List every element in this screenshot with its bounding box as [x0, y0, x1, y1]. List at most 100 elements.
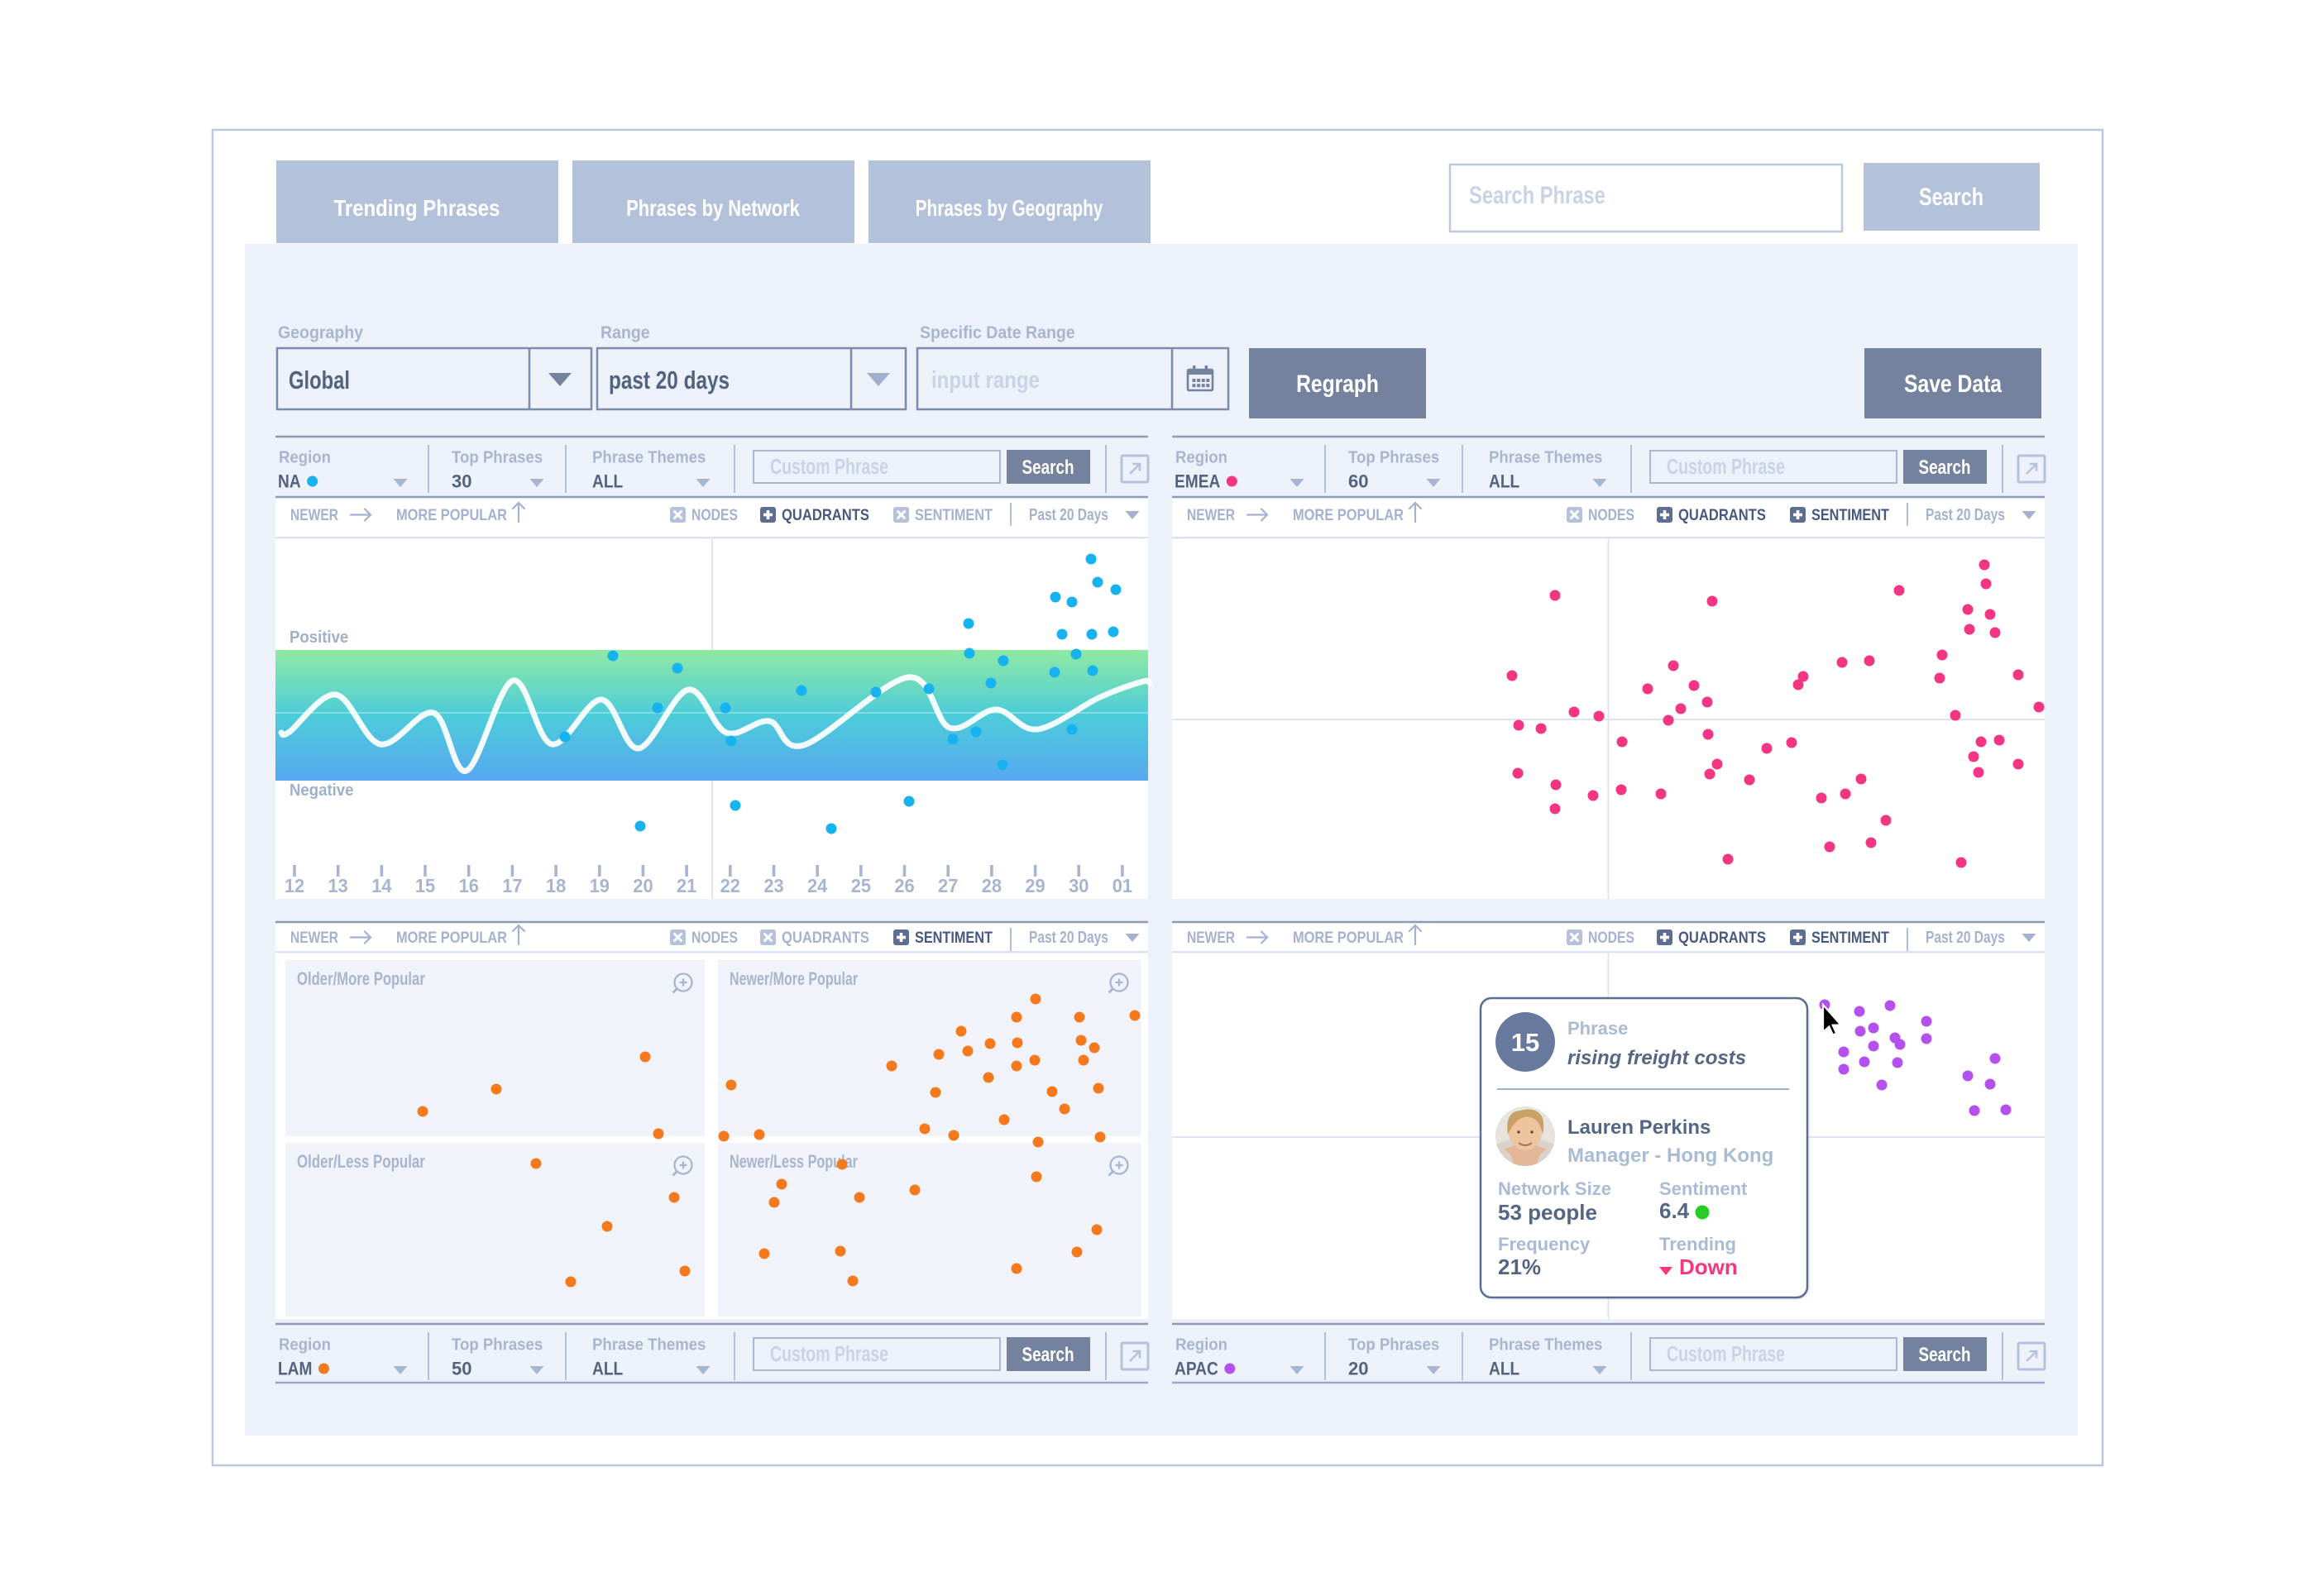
svg-text:Newer/More Popular: Newer/More Popular [730, 970, 858, 990]
svg-text:SENTIMENT: SENTIMENT [915, 506, 993, 523]
svg-text:50: 50 [452, 1359, 471, 1379]
svg-text:SENTIMENT: SENTIMENT [1811, 929, 1889, 946]
svg-text:17: 17 [502, 875, 522, 896]
svg-text:13: 13 [328, 875, 348, 896]
svg-text:QUADRANTS: QUADRANTS [1678, 929, 1766, 946]
svg-text:Trending: Trending [1659, 1234, 1736, 1254]
svg-text:26: 26 [894, 875, 914, 896]
svg-text:input range: input range [931, 366, 1040, 394]
svg-text:Older/More Popular: Older/More Popular [297, 969, 425, 990]
svg-text:Positive: Positive [290, 628, 349, 647]
svg-text:MORE POPULAR: MORE POPULAR [396, 929, 507, 946]
svg-text:6.4: 6.4 [1659, 1198, 1690, 1223]
svg-text:QUADRANTS: QUADRANTS [1678, 506, 1766, 523]
svg-text:28: 28 [982, 875, 1002, 896]
svg-text:Phrases by Geography: Phrases by Geography [916, 196, 1103, 222]
svg-text:NEWER: NEWER [290, 506, 338, 524]
svg-text:rising freight costs: rising freight costs [1567, 1047, 1746, 1069]
svg-text:Phrases by Network: Phrases by Network [626, 196, 800, 222]
svg-text:QUADRANTS: QUADRANTS [782, 929, 869, 946]
svg-text:Past 20 Days: Past 20 Days [1029, 505, 1108, 523]
svg-text:Search: Search [1919, 183, 1983, 210]
svg-text:Past 20 Days: Past 20 Days [1926, 928, 2005, 946]
svg-text:LAM: LAM [278, 1359, 312, 1379]
svg-text:Search Phrase: Search Phrase [1469, 181, 1605, 208]
svg-text:16: 16 [459, 875, 479, 896]
svg-text:Geography: Geography [278, 323, 364, 342]
svg-text:Network Size: Network Size [1498, 1178, 1611, 1199]
svg-text:Search: Search [1919, 456, 1971, 479]
svg-text:Newer/Less Popular: Newer/Less Popular [730, 1153, 858, 1173]
svg-text:30: 30 [1069, 875, 1089, 896]
svg-text:Top Phrases: Top Phrases [452, 449, 543, 467]
svg-text:Phrase Themes: Phrase Themes [1489, 449, 1602, 467]
svg-text:EMEA: EMEA [1175, 471, 1220, 492]
svg-text:NEWER: NEWER [290, 929, 338, 947]
svg-text:Sentiment: Sentiment [1659, 1178, 1748, 1199]
svg-text:MORE POPULAR: MORE POPULAR [1293, 506, 1404, 523]
svg-text:past 20 days: past 20 days [609, 366, 730, 394]
svg-text:Region: Region [279, 449, 331, 467]
svg-text:Save Data: Save Data [1904, 370, 2003, 398]
svg-text:Manager - Hong Kong: Manager - Hong Kong [1567, 1144, 1773, 1167]
svg-text:21: 21 [677, 875, 696, 896]
svg-text:Top Phrases: Top Phrases [452, 1336, 543, 1355]
svg-text:Top Phrases: Top Phrases [1348, 1336, 1439, 1355]
svg-text:Past 20 Days: Past 20 Days [1926, 505, 2005, 523]
svg-text:NODES: NODES [691, 929, 738, 947]
svg-text:30: 30 [452, 471, 471, 492]
svg-text:15: 15 [1511, 1028, 1539, 1057]
svg-text:20: 20 [633, 875, 653, 896]
svg-text:NODES: NODES [1588, 506, 1634, 524]
svg-text:NODES: NODES [1588, 929, 1634, 947]
svg-text:ALL: ALL [1489, 471, 1519, 492]
svg-text:23: 23 [763, 875, 783, 896]
svg-text:Region: Region [1175, 449, 1227, 467]
svg-text:22: 22 [720, 875, 740, 896]
svg-text:SENTIMENT: SENTIMENT [915, 929, 993, 946]
svg-text:APAC: APAC [1175, 1359, 1218, 1379]
svg-text:Custom Phrase: Custom Phrase [1667, 1341, 1785, 1365]
svg-text:ALL: ALL [592, 1359, 623, 1379]
svg-text:21%: 21% [1498, 1254, 1541, 1279]
svg-text:Custom Phrase: Custom Phrase [1667, 454, 1785, 478]
svg-text:Past 20 Days: Past 20 Days [1029, 928, 1108, 946]
svg-text:27: 27 [938, 875, 958, 896]
svg-text:14: 14 [371, 875, 392, 896]
svg-text:NA: NA [278, 471, 301, 492]
svg-text:Search: Search [1919, 1343, 1971, 1366]
svg-text:15: 15 [415, 875, 435, 896]
svg-text:18: 18 [546, 875, 566, 896]
svg-text:Custom Phrase: Custom Phrase [770, 1341, 888, 1365]
svg-text:53 people: 53 people [1498, 1200, 1597, 1225]
svg-text:Region: Region [279, 1336, 331, 1355]
svg-text:01: 01 [1113, 875, 1132, 896]
svg-text:NEWER: NEWER [1187, 506, 1235, 524]
svg-text:ALL: ALL [1489, 1359, 1519, 1379]
svg-text:Down: Down [1679, 1254, 1738, 1279]
svg-text:Regraph: Regraph [1296, 370, 1379, 398]
svg-text:Phrase Themes: Phrase Themes [1489, 1336, 1602, 1355]
svg-text:Older/Less Popular: Older/Less Popular [297, 1152, 425, 1173]
svg-text:ALL: ALL [592, 471, 623, 492]
svg-text:Frequency: Frequency [1498, 1234, 1591, 1254]
svg-text:20: 20 [1348, 1359, 1368, 1379]
svg-text:24: 24 [807, 875, 828, 896]
svg-text:Region: Region [1175, 1336, 1227, 1355]
svg-text:NODES: NODES [691, 506, 738, 524]
svg-text:60: 60 [1348, 471, 1368, 492]
svg-text:Negative: Negative [290, 781, 354, 800]
svg-text:MORE POPULAR: MORE POPULAR [1293, 929, 1404, 946]
svg-text:Phrase Themes: Phrase Themes [592, 1336, 706, 1355]
svg-text:QUADRANTS: QUADRANTS [782, 506, 869, 523]
svg-text:Range: Range [601, 323, 650, 342]
svg-text:Top Phrases: Top Phrases [1348, 449, 1439, 467]
svg-text:Custom Phrase: Custom Phrase [770, 454, 888, 478]
svg-text:SENTIMENT: SENTIMENT [1811, 506, 1889, 523]
svg-text:Specific Date Range: Specific Date Range [920, 323, 1075, 342]
svg-text:Global: Global [289, 366, 350, 394]
svg-text:MORE POPULAR: MORE POPULAR [396, 506, 507, 523]
svg-text:Search: Search [1022, 456, 1074, 479]
svg-text:NEWER: NEWER [1187, 929, 1235, 947]
svg-text:12: 12 [285, 875, 304, 896]
